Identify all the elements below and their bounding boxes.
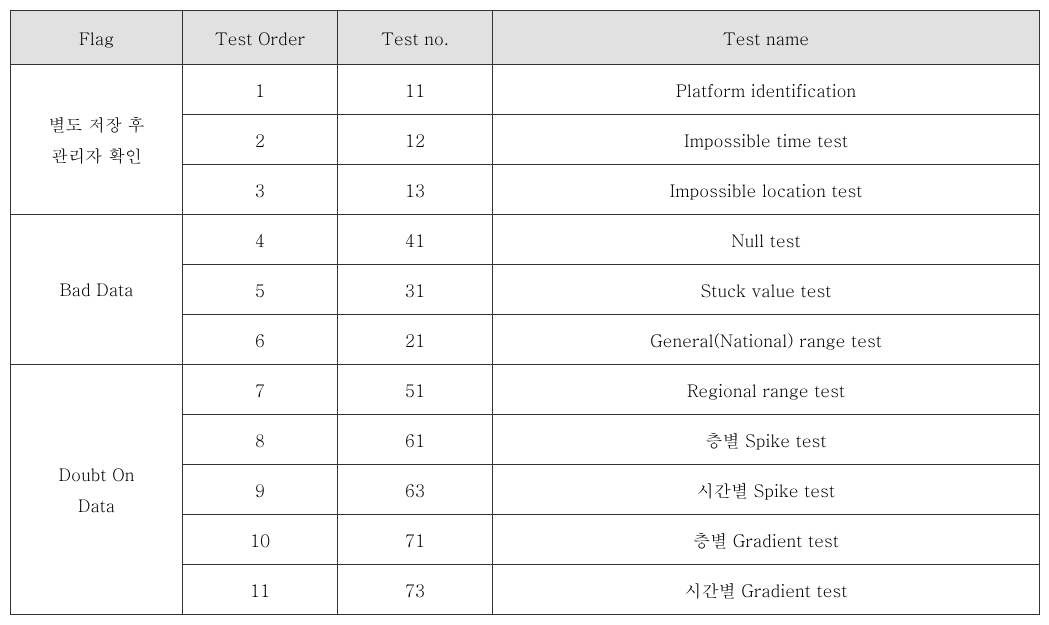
order-cell: 11 bbox=[183, 565, 338, 615]
flag-line: Data bbox=[78, 493, 115, 517]
name-cell: 층별 Gradient test bbox=[493, 515, 1040, 565]
header-order: Test Order bbox=[183, 11, 338, 65]
order-cell: 5 bbox=[183, 265, 338, 315]
flag-cell: Bad Data bbox=[11, 215, 183, 365]
no-cell: 13 bbox=[338, 165, 493, 215]
order-cell: 3 bbox=[183, 165, 338, 215]
table-row: Bad Data 4 41 Null test bbox=[11, 215, 1040, 265]
table-row: Doubt On Data 7 51 Regional range test bbox=[11, 365, 1040, 415]
table-row: 별도 저장 후 관리자 확인 1 11 Platform identificat… bbox=[11, 65, 1040, 115]
no-cell: 12 bbox=[338, 115, 493, 165]
header-flag: Flag bbox=[11, 11, 183, 65]
header-name: Test name bbox=[493, 11, 1040, 65]
flag-cell: Doubt On Data bbox=[11, 365, 183, 615]
name-cell: Stuck value test bbox=[493, 265, 1040, 315]
name-cell: Impossible location test bbox=[493, 165, 1040, 215]
order-cell: 1 bbox=[183, 65, 338, 115]
name-cell: General(National) range test bbox=[493, 315, 1040, 365]
name-cell: 시간별 Spike test bbox=[493, 465, 1040, 515]
name-cell: Platform identification bbox=[493, 65, 1040, 115]
flag-cell: 별도 저장 후 관리자 확인 bbox=[11, 65, 183, 215]
header-row: Flag Test Order Test no. Test name bbox=[11, 11, 1040, 65]
no-cell: 41 bbox=[338, 215, 493, 265]
no-cell: 31 bbox=[338, 265, 493, 315]
order-cell: 10 bbox=[183, 515, 338, 565]
flag-line: 관리자 확인 bbox=[51, 143, 142, 167]
name-cell: Null test bbox=[493, 215, 1040, 265]
name-cell: Regional range test bbox=[493, 365, 1040, 415]
order-cell: 9 bbox=[183, 465, 338, 515]
name-cell: 시간별 Gradient test bbox=[493, 565, 1040, 615]
no-cell: 11 bbox=[338, 65, 493, 115]
name-cell: Impossible time test bbox=[493, 115, 1040, 165]
no-cell: 21 bbox=[338, 315, 493, 365]
no-cell: 73 bbox=[338, 565, 493, 615]
order-cell: 2 bbox=[183, 115, 338, 165]
order-cell: 4 bbox=[183, 215, 338, 265]
no-cell: 51 bbox=[338, 365, 493, 415]
no-cell: 63 bbox=[338, 465, 493, 515]
order-cell: 7 bbox=[183, 365, 338, 415]
header-no: Test no. bbox=[338, 11, 493, 65]
flag-line: 별도 저장 후 bbox=[48, 112, 144, 136]
order-cell: 6 bbox=[183, 315, 338, 365]
no-cell: 61 bbox=[338, 415, 493, 465]
test-table: Flag Test Order Test no. Test name 별도 저장… bbox=[10, 10, 1040, 615]
flag-line: Doubt On bbox=[59, 462, 135, 486]
order-cell: 8 bbox=[183, 415, 338, 465]
no-cell: 71 bbox=[338, 515, 493, 565]
flag-line: Bad Data bbox=[60, 277, 134, 301]
name-cell: 층별 Spike test bbox=[493, 415, 1040, 465]
table-body: 별도 저장 후 관리자 확인 1 11 Platform identificat… bbox=[11, 65, 1040, 615]
